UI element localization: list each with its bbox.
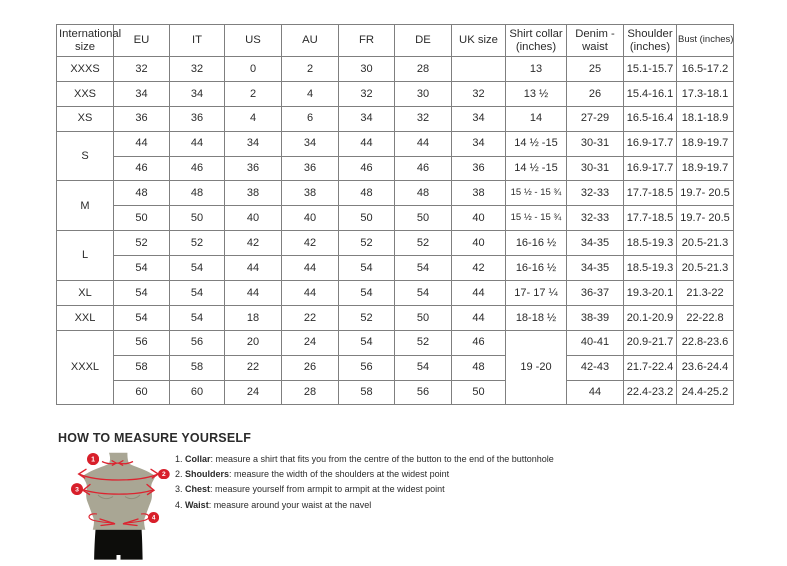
svg-text:4: 4 xyxy=(151,514,155,521)
svg-text:2: 2 xyxy=(162,471,166,478)
svg-text:1: 1 xyxy=(91,456,95,463)
svg-text:3: 3 xyxy=(75,487,79,494)
